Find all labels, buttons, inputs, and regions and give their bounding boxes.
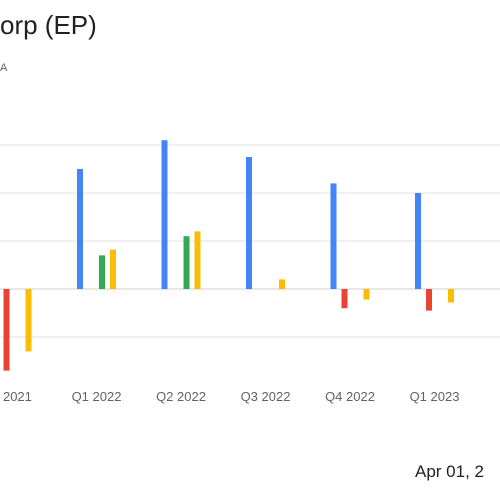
bar-6-series-1	[415, 193, 421, 289]
x-tick-label: Q2 2022	[156, 389, 206, 404]
date-label: Apr 01, 2	[415, 462, 484, 481]
bar-1-series-4	[25, 289, 32, 352]
bar-4-series-4	[279, 279, 285, 289]
bar-5-series-4	[363, 289, 370, 300]
chart-title: orp (EP)	[0, 10, 97, 40]
x-tick-label: Q4 2022	[325, 389, 375, 404]
x-tick-label: Q1 2023	[410, 389, 460, 404]
bar-3-series-4	[194, 231, 201, 289]
bar-1-series-2	[3, 289, 10, 371]
bar-4-series-1	[246, 157, 252, 289]
bar-5-series-2	[341, 289, 348, 309]
bar-6-series-2	[426, 289, 432, 311]
bar-2-series-4	[110, 249, 116, 289]
bar-2-series-1	[77, 169, 83, 289]
chart-subtitle: A	[0, 62, 8, 74]
bar-3-series-3	[183, 236, 190, 289]
x-tick-labels: 0 2021 Q1 2022 Q2 2022 Q3 2022 Q4 2022 Q1 202…	[0, 389, 460, 404]
bar-3-series-1	[161, 140, 168, 289]
bar-5-series-1	[330, 183, 337, 289]
bars	[3, 140, 454, 371]
bar-6-series-4	[448, 289, 454, 303]
x-tick-label: 0 2021	[0, 389, 32, 404]
x-tick-label: Q3 2022	[241, 389, 291, 404]
bar-2-series-3	[99, 255, 105, 289]
x-tick-label: Q1 2022	[72, 389, 122, 404]
